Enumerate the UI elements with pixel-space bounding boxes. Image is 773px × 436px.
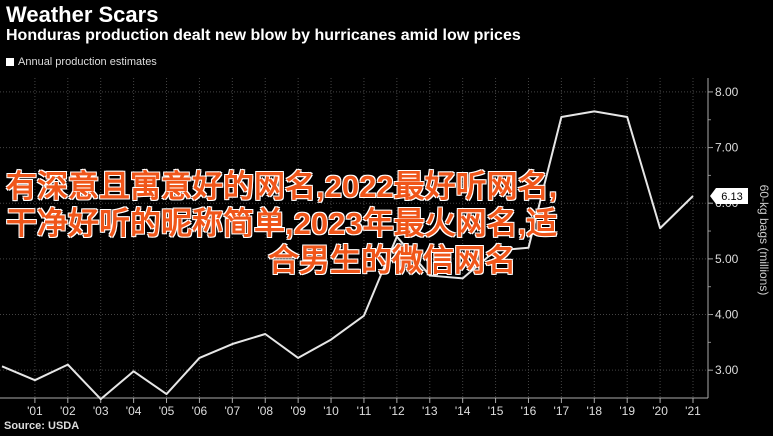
x-tick-label: '02: [60, 404, 76, 418]
x-tick-label: '16: [521, 404, 537, 418]
x-tick-label: '14: [455, 404, 471, 418]
grid-lines: [0, 78, 708, 398]
chart-subtitle: Honduras production dealt new blow by hu…: [6, 27, 521, 44]
chart-title: Weather Scars: [6, 2, 159, 27]
x-tick-label: '20: [652, 404, 668, 418]
legend-swatch: [6, 58, 14, 66]
y-tick-label: 3.00: [715, 363, 739, 377]
watermark-overlay: 有深意且寓意好的网名,2022最好听网名, 干净好听的昵称简单,2023年最火网…: [6, 168, 706, 279]
x-tick-label: '19: [619, 404, 635, 418]
y-tick-label: 4.00: [715, 308, 739, 322]
x-tick-label: '11: [357, 404, 372, 418]
x-tick-label: '17: [554, 404, 570, 418]
x-tick-label: '18: [586, 404, 602, 418]
x-tick-label: '13: [422, 404, 438, 418]
legend: Annual production estimates: [6, 56, 157, 68]
y-tick-label: 7.00: [715, 141, 739, 155]
x-tick-label: '09: [290, 404, 306, 418]
x-tick-label: '05: [159, 404, 175, 418]
x-tick-label: '01: [27, 404, 43, 418]
x-tick-label: '08: [257, 404, 273, 418]
source-note: Source: USDA: [4, 420, 80, 432]
y-tick-label: 8.00: [715, 85, 739, 99]
x-tick-label: '06: [192, 404, 208, 418]
x-tick-label: '21: [685, 404, 701, 418]
x-tick-label: '12: [389, 404, 405, 418]
x-tick-label: '03: [93, 404, 109, 418]
last-value-badge: [710, 187, 748, 204]
x-tick-label: '04: [126, 404, 142, 418]
x-axis: '01 '02 '03 '04 '05 '06 '07 '08 '09 '10 '11 '12 '13 '…: [0, 397, 708, 418]
overlay-line-1: 有深意且寓意好的网名,2022最好听网名,: [6, 169, 558, 204]
series-line: [1, 110, 694, 401]
overlay-line-2: 干净好听的昵称简单,2023年最火网名,适: [6, 206, 558, 241]
overlay-line-3: 合男生的微信网名: [268, 243, 516, 278]
last-value-label: 6.13: [721, 191, 742, 203]
y-tick-label: 5.00: [715, 252, 739, 266]
y-axis-label: 60-kg bags (millions): [757, 185, 771, 296]
x-tick-label: '15: [488, 404, 504, 418]
x-tick-label: '07: [225, 404, 241, 418]
y-axis: 3.004.005.006.007.008.00: [707, 78, 739, 398]
legend-label: Annual production estimates: [18, 56, 157, 68]
series-layer: 6.13: [1, 110, 748, 401]
x-tick-label: '10: [323, 404, 339, 418]
